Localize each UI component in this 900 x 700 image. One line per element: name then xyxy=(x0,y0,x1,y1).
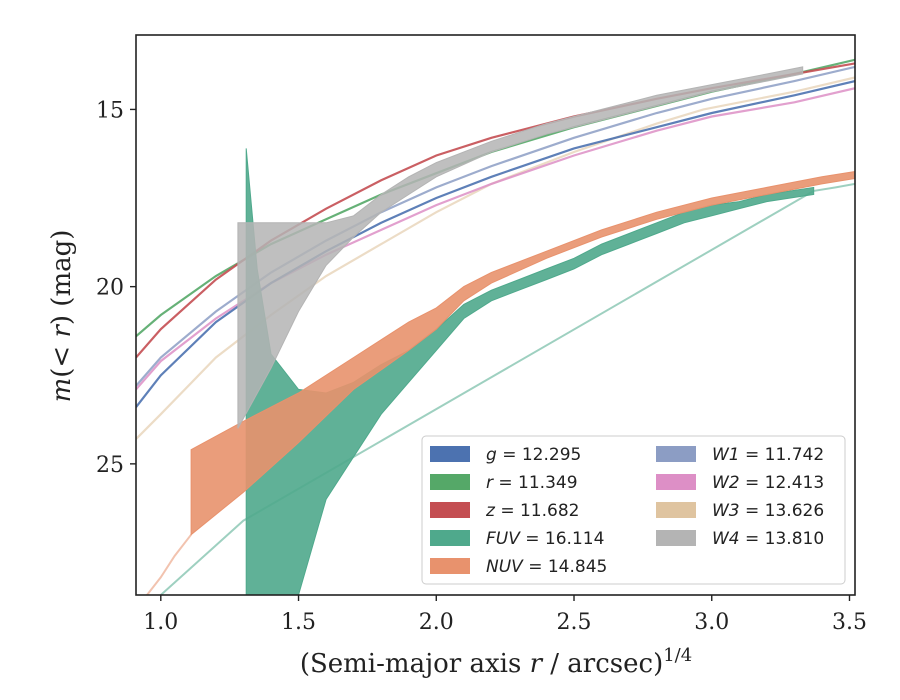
legend-swatch-w1 xyxy=(656,446,696,462)
series-w4-band xyxy=(237,66,804,429)
legend-label-fuv: FUV = 16.114 xyxy=(486,529,604,549)
plot-frame xyxy=(135,34,856,596)
legend-label-w3: W3 = 13.626 xyxy=(712,501,824,521)
x-tick-label: 3.0 xyxy=(694,610,729,635)
y-axis-label: m(< r) (mag) xyxy=(47,230,77,403)
axes: 1.0 1.5 2.0 2.5 3.0 3.5 15 20 25 xyxy=(96,34,867,635)
series-nuv-band xyxy=(190,170,855,536)
legend-label-w4: W4 = 13.810 xyxy=(712,529,824,549)
plot-area xyxy=(136,58,855,595)
x-axis-label: (Semi-major axis r / arcsec)1/4 xyxy=(300,645,692,679)
x-tick-label: 3.5 xyxy=(832,610,867,635)
legend-box xyxy=(421,435,846,585)
series-nuv-tail xyxy=(146,534,192,595)
legend-label-nuv: NUV = 14.845 xyxy=(486,557,607,577)
legend-label-g: g = 12.295 xyxy=(486,445,581,465)
x-tick-label: 1.5 xyxy=(281,610,316,635)
x-tick-label: 2.0 xyxy=(419,610,454,635)
legend-label-z: z = 11.682 xyxy=(485,501,579,521)
series-fuv-tail xyxy=(160,182,855,595)
legend-swatch-w3 xyxy=(656,502,696,518)
legend-swatch-w4 xyxy=(656,530,696,546)
legend-label-w2: W2 = 12.413 xyxy=(712,473,824,493)
series-g-line xyxy=(136,80,855,408)
series-w1-line xyxy=(136,65,855,387)
legend-swatch-nuv xyxy=(430,558,470,574)
legend-label-r: r = 11.349 xyxy=(486,473,578,493)
legend-swatch-r xyxy=(430,474,470,490)
legend: g = 12.295 r = 11.349 z = 11.682 FUV = 16.1… xyxy=(421,435,846,585)
x-tick-label: 2.5 xyxy=(557,610,592,635)
legend-swatch-w2 xyxy=(656,474,696,490)
legend-swatch-z xyxy=(430,502,470,518)
series-w3-line xyxy=(136,76,855,440)
series-w2-line xyxy=(136,87,855,391)
legend-label-w1: W1 = 11.742 xyxy=(712,445,824,465)
x-tick-label: 1.0 xyxy=(143,610,178,635)
y-tick-label: 20 xyxy=(96,276,124,301)
y-tick-label: 25 xyxy=(96,453,124,478)
y-tick-label: 15 xyxy=(96,98,124,123)
legend-swatch-fuv xyxy=(430,530,470,546)
legend-swatch-g xyxy=(430,446,470,462)
